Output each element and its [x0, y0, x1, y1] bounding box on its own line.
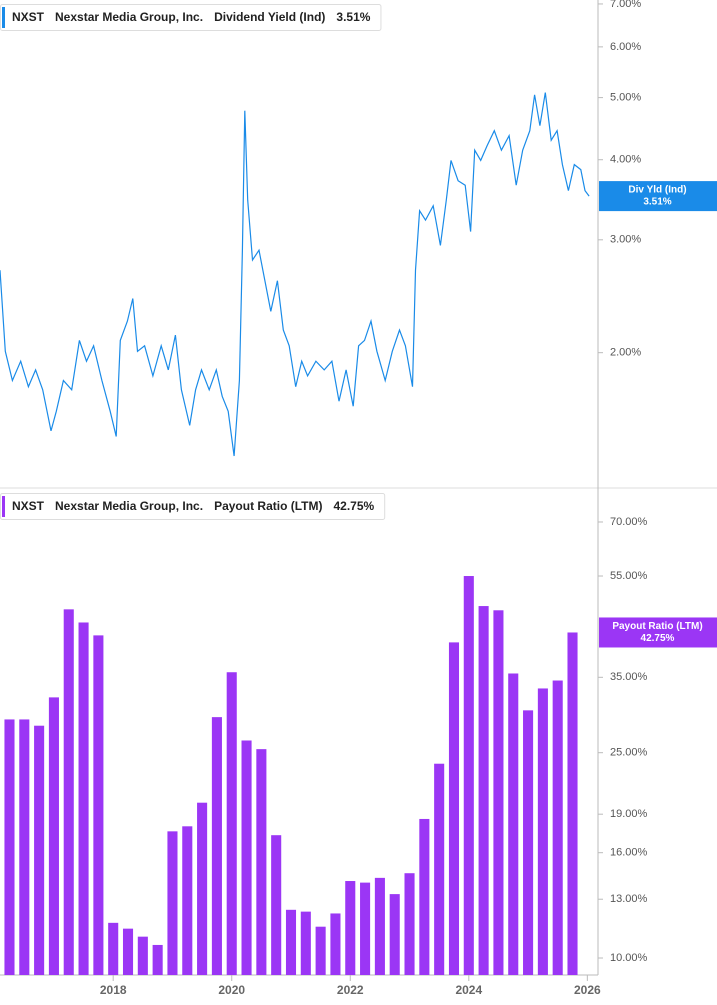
- value-badge: [599, 181, 717, 212]
- bar: [493, 610, 504, 975]
- legend-ticker: NXST: [12, 10, 45, 24]
- y-tick-label: 6.00%: [610, 41, 641, 53]
- bar: [330, 913, 341, 975]
- legend: NXST Nexstar Media Group, Inc. Payout Rati…: [0, 493, 386, 520]
- bar: [4, 719, 15, 975]
- bar: [360, 882, 371, 975]
- y-tick-label: 55.00%: [610, 570, 648, 582]
- legend-box: [0, 493, 386, 520]
- legend-metric: Payout Ratio (LTM): [214, 499, 322, 513]
- y-tick-label: 4.00%: [610, 154, 641, 166]
- bar: [34, 725, 45, 975]
- bar: [463, 576, 474, 975]
- y-tick-label: 25.00%: [610, 747, 648, 759]
- bar: [78, 622, 89, 975]
- bar: [241, 740, 252, 975]
- bar: [315, 926, 326, 975]
- badge-label: Div Yld (Ind): [628, 185, 686, 196]
- y-tick-label: 2.00%: [610, 347, 641, 359]
- badge-value: 3.51%: [643, 197, 671, 208]
- plot-area: [4, 576, 578, 975]
- bar: [48, 697, 59, 975]
- bar: [226, 672, 237, 975]
- y-tick-label: 7.00%: [610, 0, 641, 10]
- y-tick-label: 3.00%: [610, 234, 641, 246]
- bar: [523, 710, 534, 975]
- bar: [182, 826, 193, 975]
- bar: [167, 831, 178, 975]
- bar: [152, 944, 163, 975]
- bar: [285, 909, 297, 975]
- bar: [345, 881, 356, 975]
- plot-area: [0, 92, 590, 457]
- bar: [300, 911, 311, 975]
- legend: NXST Nexstar Media Group, Inc. Dividend Yi…: [0, 4, 382, 31]
- bar: [567, 632, 578, 975]
- y-tick-label: 10.00%: [610, 952, 648, 964]
- bar: [389, 894, 400, 975]
- x-tick-label: 2024: [455, 983, 482, 997]
- y-tick-label: 35.00%: [610, 671, 648, 683]
- bar: [552, 680, 563, 975]
- x-tick-label: 2018: [100, 983, 127, 997]
- bar: [256, 749, 267, 975]
- value-badge: [599, 617, 717, 648]
- y-tick-label: 19.00%: [610, 808, 648, 820]
- bar: [197, 802, 208, 975]
- bar: [374, 877, 385, 975]
- bar: [448, 642, 460, 975]
- bar: [211, 717, 222, 975]
- legend-box: [0, 4, 382, 31]
- badge-value: 42.75%: [641, 633, 675, 644]
- y-tick-label: 5.00%: [610, 92, 641, 104]
- y-tick-label: 13.00%: [610, 893, 648, 905]
- data-line: [0, 92, 590, 457]
- bar: [404, 873, 415, 975]
- x-tick-label: 2022: [337, 983, 364, 997]
- bar: [271, 835, 282, 975]
- bar: [434, 763, 445, 975]
- legend-value: 3.51%: [336, 10, 370, 24]
- legend-value: 42.75%: [334, 499, 375, 513]
- y-tick-label: 70.00%: [610, 516, 648, 528]
- bar: [508, 673, 519, 975]
- x-tick-label: 2020: [218, 983, 245, 997]
- bar: [478, 606, 489, 975]
- legend-ticker: NXST: [12, 499, 45, 513]
- bar: [537, 688, 548, 975]
- bar: [137, 936, 148, 975]
- x-tick-label: 2026: [574, 983, 601, 997]
- bar: [19, 719, 30, 975]
- legend-swatch: [2, 496, 5, 517]
- legend-company: Nexstar Media Group, Inc.: [55, 10, 203, 24]
- bar: [122, 928, 134, 975]
- bar: [93, 635, 104, 975]
- legend-metric: Dividend Yield (Ind): [214, 10, 325, 24]
- bar: [108, 922, 119, 975]
- legend-swatch: [2, 7, 5, 28]
- bar: [419, 818, 430, 975]
- y-tick-label: 16.00%: [610, 847, 648, 859]
- legend-company: Nexstar Media Group, Inc.: [55, 499, 203, 513]
- badge-label: Payout Ratio (LTM): [612, 621, 702, 632]
- bar: [63, 609, 74, 975]
